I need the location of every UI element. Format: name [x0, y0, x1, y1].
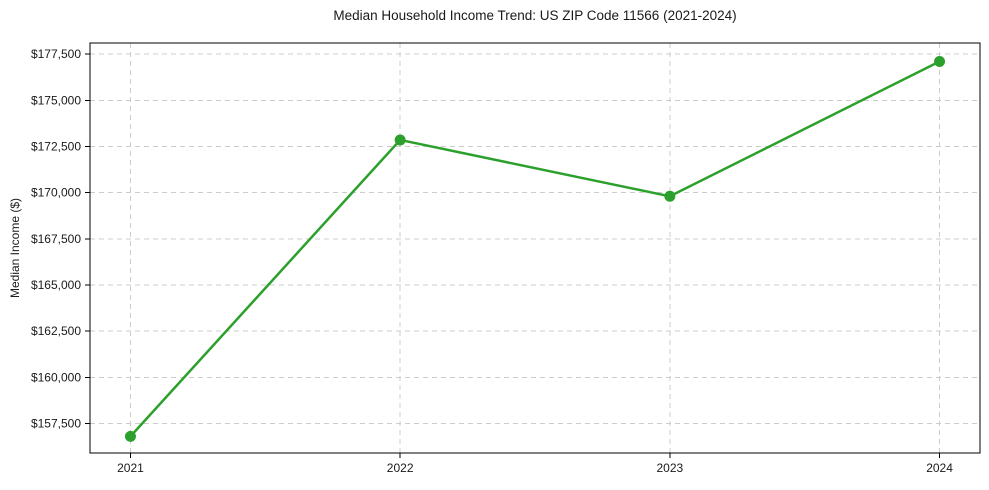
- plot-border: [89, 42, 981, 454]
- y-tick-label: $167,500: [31, 232, 81, 246]
- x-tick-label: 2022: [387, 461, 414, 475]
- y-tick-label: $157,500: [31, 416, 81, 430]
- y-tick-label: $177,500: [31, 47, 81, 61]
- data-point: [124, 430, 136, 442]
- y-tick-label: $162,500: [31, 324, 81, 338]
- x-tick-label: 2021: [117, 461, 144, 475]
- y-tick-label: $165,000: [31, 278, 81, 292]
- chart-title: Median Household Income Trend: US ZIP Co…: [333, 8, 737, 23]
- data-point: [664, 190, 676, 202]
- x-tick-label: 2024: [926, 461, 953, 475]
- y-tick-label: $172,500: [31, 139, 81, 153]
- y-tick-label: $175,000: [31, 93, 81, 107]
- y-tick-label: $170,000: [31, 186, 81, 200]
- data-point: [394, 134, 406, 146]
- y-tick-label: $160,000: [31, 370, 81, 384]
- x-tick-label: 2023: [656, 461, 683, 475]
- data-point: [934, 55, 946, 67]
- series-line: [129, 60, 941, 438]
